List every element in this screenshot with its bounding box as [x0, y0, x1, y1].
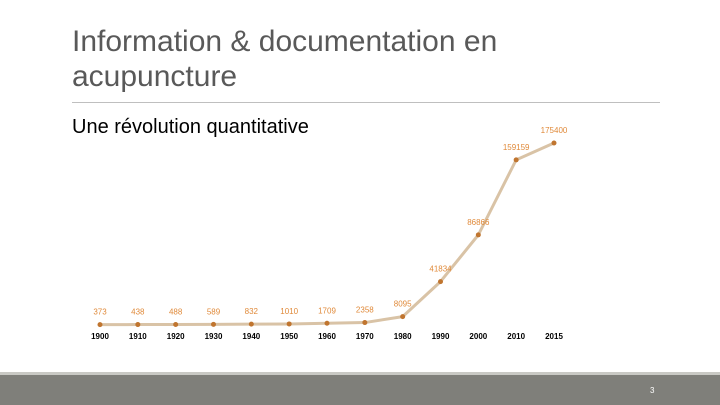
data-label: 1709 [318, 306, 336, 315]
series-line [99, 141, 555, 327]
x-tick-label: 1960 [318, 332, 336, 341]
data-label: 175400 [541, 126, 568, 135]
data-label: 832 [245, 307, 259, 316]
point [475, 232, 481, 238]
x-tick-label: 1900 [91, 332, 109, 341]
data-label: 86866 [467, 218, 490, 227]
x-tick-label: 1940 [242, 332, 260, 341]
subtitle: Une révolution quantitative [72, 116, 309, 138]
point [211, 321, 216, 327]
x-tick-label: 1970 [356, 332, 374, 341]
data-label: 2358 [356, 306, 374, 315]
point [173, 321, 179, 327]
point [324, 320, 330, 326]
data-label: 41834 [429, 265, 452, 274]
data-label: 373 [93, 308, 107, 317]
point [97, 322, 103, 328]
x-tick-label: 1920 [167, 332, 185, 341]
x-tick-label: 1930 [205, 332, 223, 341]
footer-bar [0, 375, 720, 405]
x-tick-label: 2015 [545, 332, 563, 341]
point [248, 321, 254, 327]
data-label: 438 [131, 308, 145, 317]
x-tick-label: 1980 [394, 332, 412, 341]
x-tick-label: 1950 [280, 332, 298, 341]
page-number: 3 [650, 386, 655, 395]
x-tick-label: 1990 [432, 332, 450, 341]
x-tick-label: 1910 [129, 332, 147, 341]
point [513, 157, 519, 163]
data-label: 1010 [280, 307, 298, 316]
x-tick-label: 2010 [507, 332, 525, 341]
point [135, 322, 141, 328]
point [286, 321, 292, 327]
data-label: 488 [169, 308, 183, 317]
x-tick-label: 2000 [469, 332, 487, 341]
data-label: 589 [207, 307, 221, 316]
point [551, 140, 557, 146]
data-label: 159159 [503, 143, 530, 152]
point [400, 314, 406, 320]
title-rule [72, 102, 660, 103]
data-label: 8095 [394, 300, 412, 309]
point [438, 279, 443, 285]
slide-title: Information & documentation en acupunctu… [72, 25, 498, 93]
footer-strip [0, 372, 720, 375]
point [362, 320, 368, 326]
